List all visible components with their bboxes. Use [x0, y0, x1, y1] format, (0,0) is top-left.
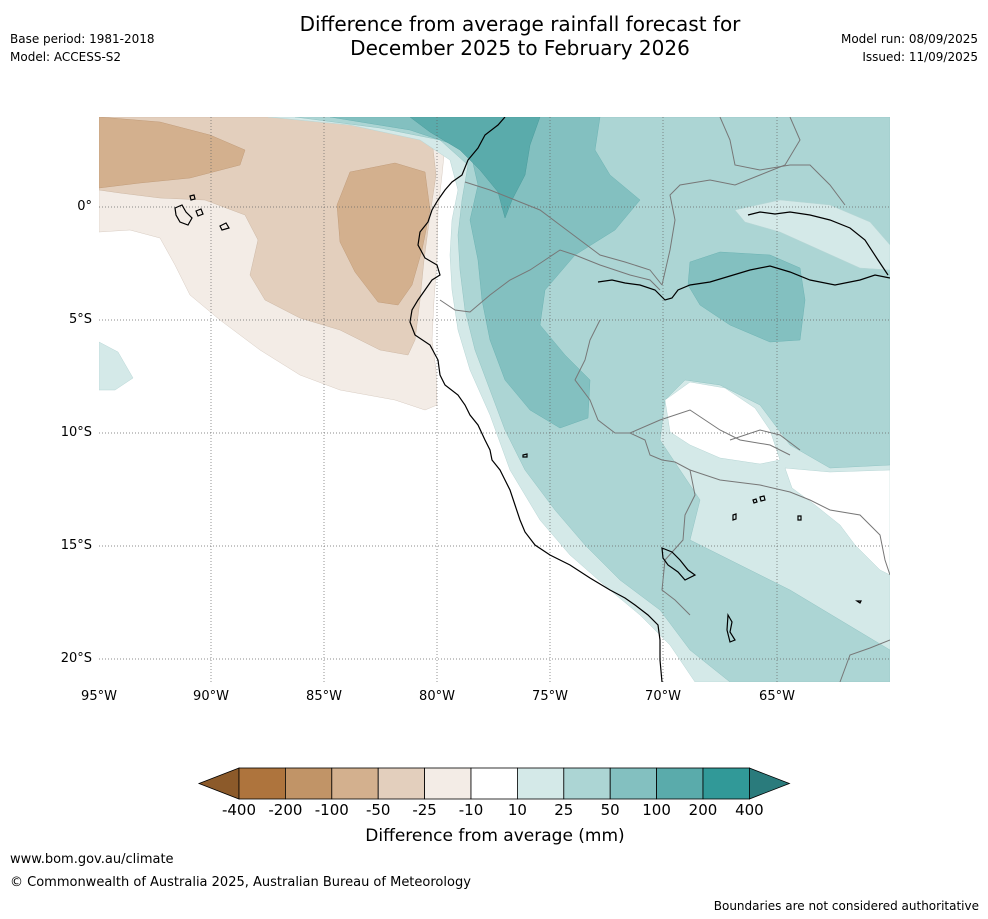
colorbar-tick-label: -400: [221, 801, 257, 819]
colorbar-swatch-1: [238, 767, 286, 800]
map-fields: [99, 117, 890, 682]
colorbar-tick-label: -25: [412, 801, 437, 819]
colorbar-title: Difference from average (mm): [365, 826, 625, 846]
country-borders: [439, 117, 890, 682]
wet-anomaly-50-100-east: [687, 251, 806, 343]
colorbar-tick-label: 400: [735, 801, 764, 819]
metadata-right: Model run: 08/09/2025 Issued: 11/09/2025: [841, 30, 978, 66]
model-run-date: Model run: 08/09/2025: [840, 32, 978, 46]
title-line-1: Difference from average rainfall forecas…: [299, 12, 741, 36]
lon-label-85w: 85°W: [306, 689, 342, 704]
base-period: Base period: 1981-2018: [10, 32, 155, 46]
near-zero-patch-east: [664, 381, 781, 465]
lat-label-10s: 10°S: [60, 425, 92, 440]
colorbar-swatch-11: [702, 767, 750, 800]
colorbar-tick-label: 50: [600, 801, 620, 819]
title-line-2: December 2025 to February 2026: [350, 36, 690, 60]
colorbar: [197, 767, 791, 800]
colorbar-swatch-5: [424, 767, 472, 800]
copyright-notice: © Commonwealth of Australia 2025, Austra…: [10, 875, 471, 890]
lat-label-15s: 15°S: [60, 538, 92, 553]
dry-anomaly-50-100-north: [99, 117, 246, 189]
lat-label-0: 0°: [77, 199, 92, 214]
lon-label-95w: 95°W: [81, 689, 117, 704]
map-title: Difference from average rainfall forecas…: [0, 12, 988, 60]
wet-anomaly-west-patch: [99, 341, 134, 391]
colorbar-tick-label: -50: [365, 801, 391, 819]
colorbar-tick-label: 25: [554, 801, 574, 819]
lon-label-65w: 65°W: [759, 689, 795, 704]
wet-anomaly-100-200: [409, 117, 541, 219]
colorbar-swatch-6: [470, 767, 518, 800]
near-zero-patch-north: [734, 199, 890, 271]
model-name: Model: ACCESS-S2: [10, 50, 122, 64]
colorbar-swatch-3: [331, 767, 379, 800]
dry-anomaly-50-100-center: [336, 162, 431, 306]
metadata-left: Base period: 1981-2018 Model: ACCESS-S2: [10, 30, 155, 66]
lon-label-90w: 90°W: [193, 689, 229, 704]
colorbar-tick-label: 10: [507, 801, 527, 819]
colorbar-tick-label: -100: [314, 801, 349, 819]
colorbar-swatch-9: [609, 767, 658, 800]
graticule: [99, 117, 890, 682]
wet-anomaly-50-100: [329, 117, 641, 429]
lat-label-5s: 5°S: [68, 312, 92, 327]
colorbar-tick-label: -10: [458, 801, 484, 819]
colorbar-tick-label: 100: [642, 801, 671, 819]
colorbar-swatch-2: [284, 767, 333, 800]
issued-date: Issued: 11/09/2025: [862, 50, 978, 64]
colorbar-swatch-8: [563, 767, 611, 800]
colorbar-swatch-10: [656, 767, 704, 800]
colorbar-arrow-high: [749, 767, 791, 800]
lon-label-70w: 70°W: [645, 689, 681, 704]
lon-label-80w: 80°W: [419, 689, 455, 704]
lat-label-20s: 20°S: [60, 651, 92, 666]
colorbar-arrow-low: [197, 767, 240, 800]
colorbar-tick-label: -200: [268, 801, 303, 819]
near-zero-patch-southeast: [784, 467, 890, 576]
boundaries-disclaimer: Boundaries are not considered authoritat…: [713, 899, 979, 913]
colorbar-swatch-7: [517, 767, 565, 800]
colorbar-swatch-4: [377, 767, 426, 800]
coastlines: [174, 117, 890, 682]
website-link[interactable]: www.bom.gov.au/climate: [10, 852, 174, 867]
colorbar-tick-label: 200: [688, 801, 718, 819]
lon-label-75w: 75°W: [532, 689, 568, 704]
